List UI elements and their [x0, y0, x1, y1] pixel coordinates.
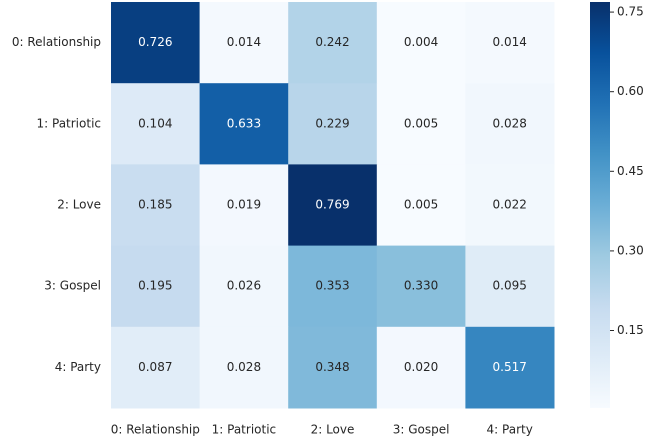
colorbar-tick-label: 0.15	[617, 323, 644, 337]
cell-label: 0.087	[138, 360, 172, 374]
x-tick-label: 3: Gospel	[393, 423, 450, 437]
heatmap-cell	[465, 83, 555, 165]
cell-label: 0.517	[493, 360, 527, 374]
heatmap-cell	[376, 164, 466, 247]
y-tick-label: 2: Love	[57, 198, 101, 212]
cell-label: 0.004	[404, 35, 438, 49]
heatmap-cell	[288, 245, 378, 328]
heatmap-cell	[199, 83, 289, 165]
cell-label: 0.095	[493, 279, 527, 293]
cell-label: 0.185	[138, 198, 172, 212]
colorbar-tick-label: 0.45	[617, 164, 644, 178]
cell-label: 0.330	[404, 279, 438, 293]
x-tick-label: 0: Relationship	[111, 423, 200, 437]
heatmap-cell	[199, 164, 289, 247]
x-tick-label: 2: Love	[311, 423, 355, 437]
cell-label: 0.028	[227, 360, 261, 374]
heatmap-cell	[465, 245, 555, 328]
y-tick-label: 1: Patriotic	[37, 116, 102, 130]
heatmap-cell	[376, 2, 466, 84]
cell-label: 0.005	[404, 198, 438, 212]
heatmap-cell	[288, 164, 378, 247]
heatmap-cell	[111, 83, 201, 165]
heatmap-cell	[199, 2, 289, 84]
cell-label: 0.633	[227, 116, 261, 130]
heatmap-cell	[111, 326, 201, 409]
heatmap-cell	[111, 164, 201, 247]
x-tick-label: 4: Party	[487, 423, 533, 437]
cell-label: 0.014	[227, 35, 261, 49]
heatmap-cell	[288, 83, 378, 165]
heatmap-cell	[465, 164, 555, 247]
heatmap-cell	[199, 245, 289, 328]
heatmap-cell	[465, 326, 555, 409]
y-tick-label: 0: Relationship	[12, 35, 101, 49]
heatmap-cell	[465, 2, 555, 84]
heatmap-cell	[376, 326, 466, 409]
cell-label: 0.353	[315, 279, 349, 293]
colorbar-tick-label: 0.75	[617, 5, 644, 19]
cell-label: 0.195	[138, 279, 172, 293]
cell-label: 0.242	[315, 35, 349, 49]
cell-label: 0.020	[404, 360, 438, 374]
x-tick-label: 1: Patriotic	[212, 423, 277, 437]
heatmap-cell	[111, 2, 201, 84]
cell-label: 0.769	[315, 198, 349, 212]
y-tick-label: 4: Party	[55, 360, 101, 374]
colorbar	[590, 2, 610, 408]
cell-label: 0.005	[404, 116, 438, 130]
cell-label: 0.022	[493, 198, 527, 212]
heatmap-cell	[111, 245, 201, 328]
colorbar-tick-label: 0.30	[617, 243, 644, 257]
cell-label: 0.028	[493, 116, 527, 130]
colorbar-tick-label: 0.60	[617, 84, 644, 98]
heatmap-cell	[376, 83, 466, 165]
heatmap-cell	[288, 326, 378, 409]
cell-label: 0.014	[493, 35, 527, 49]
cell-label: 0.104	[138, 116, 172, 130]
heatmap-cell	[199, 326, 289, 409]
cell-label: 0.026	[227, 279, 261, 293]
cell-label: 0.726	[138, 35, 172, 49]
heatmap-cell	[288, 2, 378, 84]
cell-label: 0.019	[227, 198, 261, 212]
cell-label: 0.348	[315, 360, 349, 374]
cell-label: 0.229	[315, 116, 349, 130]
heatmap-cell	[376, 245, 466, 328]
y-tick-label: 3: Gospel	[44, 279, 101, 293]
